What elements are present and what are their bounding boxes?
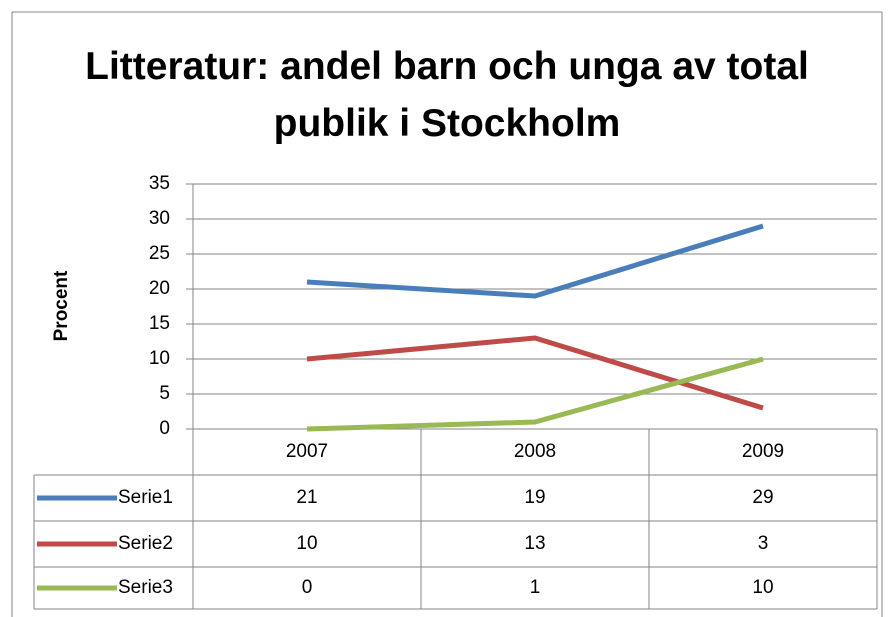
x-tick-label: 2007 [286, 441, 328, 462]
legend-label: Serie2 [118, 533, 173, 554]
y-tick-label: 10 [149, 348, 170, 369]
table-value: 29 [752, 487, 773, 508]
table-value: 10 [752, 577, 773, 598]
y-axis-label: Procent [51, 270, 72, 341]
y-tick-label: 20 [149, 278, 170, 299]
table-value: 3 [758, 533, 769, 554]
table-value: 21 [296, 487, 317, 508]
table-value: 13 [524, 533, 545, 554]
chart-title: Litteratur: andel barn och unga av total… [85, 45, 809, 145]
table-value: 19 [524, 487, 545, 508]
y-tick-label: 30 [149, 208, 170, 229]
y-tick-label: 5 [159, 383, 170, 404]
series-line [306, 223, 764, 299]
series-line [306, 335, 764, 411]
y-tick-label: 15 [149, 313, 170, 334]
series-line [306, 356, 764, 432]
legend-label: Serie3 [118, 577, 173, 598]
y-tick-label: 25 [149, 243, 170, 264]
x-tick-label: 2008 [514, 441, 556, 462]
x-tick-label: 2009 [742, 441, 784, 462]
table-value: 0 [302, 577, 313, 598]
table-value: 1 [530, 577, 541, 598]
table-value: 10 [296, 533, 317, 554]
legend-label: Serie1 [118, 487, 173, 508]
y-tick-label: 35 [149, 173, 170, 194]
y-tick-label: 0 [159, 418, 170, 439]
